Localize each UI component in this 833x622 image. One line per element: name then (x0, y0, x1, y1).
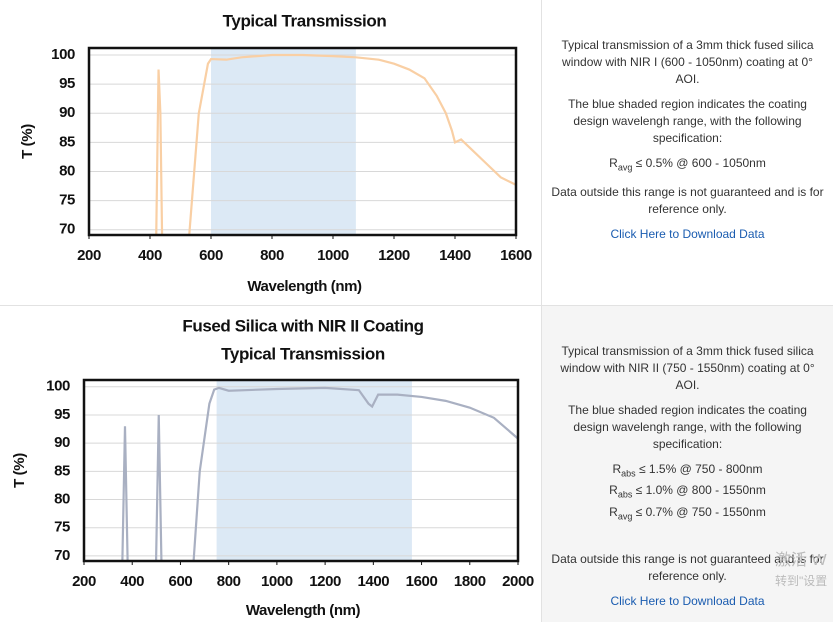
shaded-range (211, 48, 356, 235)
watermark: 激活 W (775, 552, 827, 569)
spec-subscript: avg (617, 162, 633, 173)
y-tick-label: 75 (54, 519, 70, 536)
chart-subtitle: Typical Transmission (223, 11, 387, 30)
spec-text: ≤ 1.0% @ 800 - 1550nm (632, 483, 766, 498)
x-tick-label: 800 (260, 247, 284, 264)
y-tick-label: 95 (54, 406, 70, 423)
y-tick-label: 70 (59, 221, 75, 238)
divider (0, 305, 833, 306)
panel-bg (542, 306, 833, 622)
download-link[interactable]: Click Here to Download Data (610, 594, 765, 609)
x-axis-label: Wavelength (nm) (247, 278, 362, 295)
description-panel: Typical transmission of a 3mm thick fuse… (542, 37, 833, 243)
y-tick-label: 80 (59, 162, 75, 179)
x-tick-label: 1600 (500, 247, 532, 264)
disclaimer: Data outside this range is not guarantee… (551, 552, 824, 584)
intro-text: Typical transmission of a 3mm thick fuse… (561, 38, 814, 86)
spec-list: Ravg ≤ 0.5% @ 600 - 1050nm (550, 155, 825, 176)
x-tick-label: 1800 (454, 573, 486, 590)
x-tick-label: 1000 (261, 573, 293, 590)
y-tick-label: 100 (51, 46, 75, 63)
x-tick-label: 800 (217, 573, 241, 590)
x-tick-label: 1200 (378, 247, 410, 264)
y-tick-label: 90 (54, 434, 70, 451)
series-line (121, 386, 518, 561)
spec-line: Rabs ≤ 1.0% @ 800 - 1550nm (550, 482, 825, 503)
y-tick-label: 85 (54, 462, 70, 479)
spec-symbol: R (612, 462, 622, 476)
plot-frame (82, 378, 520, 563)
spec-text: ≤ 0.7% @ 750 - 1550nm (632, 504, 766, 519)
y-tick-label: 75 (59, 192, 75, 209)
series-line (155, 53, 516, 235)
download-link[interactable]: Click Here to Download Data (610, 227, 765, 242)
spec-line: Ravg ≤ 0.5% @ 600 - 1050nm (550, 155, 825, 176)
x-tick-label: 200 (72, 573, 96, 590)
y-tick-label: 85 (59, 133, 75, 150)
y-tick-label: 80 (54, 491, 70, 508)
watermark: 转到"设置 (775, 574, 828, 588)
x-tick-label: 400 (120, 573, 144, 590)
spec-subscript: abs (617, 489, 633, 500)
disclaimer: Data outside this range is not guarantee… (551, 185, 824, 217)
spec-symbol: R (609, 504, 618, 519)
x-tick-label: 600 (199, 247, 223, 264)
intro-text: Typical transmission of a 3mm thick fuse… (560, 344, 815, 392)
spec-line: Rabs ≤ 1.5% @ 750 - 800nm (550, 461, 825, 482)
x-tick-label: 600 (169, 573, 193, 590)
x-tick-label: 1600 (406, 573, 438, 590)
x-tick-label: 1400 (357, 573, 389, 590)
divider (541, 0, 542, 622)
y-tick-label: 70 (54, 547, 70, 564)
spec-text: ≤ 0.5% @ 600 - 1050nm (632, 156, 766, 170)
x-tick-label: 1400 (439, 247, 471, 264)
x-axis-label: Wavelength (nm) (246, 602, 361, 619)
spec-subscript: abs (621, 468, 636, 479)
x-tick-label: 1000 (317, 247, 349, 264)
description-panel: Typical transmission of a 3mm thick fuse… (542, 343, 833, 610)
y-tick-label: 95 (59, 75, 75, 92)
y-axis-label: T (%) (19, 124, 36, 159)
spec-list: Rabs ≤ 1.5% @ 750 - 800nm Rabs ≤ 1.0% @ 8… (550, 461, 825, 525)
shaded-range (216, 380, 412, 561)
spec-text: ≤ 1.5% @ 750 - 800nm (635, 462, 763, 476)
charts: Typical Transmission 70 75 80 85 90 95 100 200 40… (11, 11, 534, 619)
shade-note: The blue shaded region indicates the coa… (568, 403, 807, 451)
spec-symbol: R (609, 156, 618, 170)
plot-frame (87, 46, 518, 237)
x-tick-label: 400 (138, 247, 162, 264)
y-tick-label: 100 (46, 378, 70, 395)
x-tick-label: 1200 (309, 573, 341, 590)
spec-line: Ravg ≤ 0.7% @ 750 - 1550nm (550, 504, 825, 525)
chart-subtitle: Typical Transmission (221, 344, 385, 363)
spec-symbol: R (609, 483, 618, 498)
x-tick-label: 200 (77, 247, 101, 264)
y-tick-label: 90 (59, 104, 75, 121)
shade-note: The blue shaded region indicates the coa… (568, 97, 807, 145)
x-tick-label: 2000 (502, 573, 534, 590)
chart-title: Fused Silica with NIR II Coating (182, 316, 423, 335)
y-axis-label: T (%) (11, 453, 28, 488)
spec-subscript: avg (617, 511, 633, 522)
